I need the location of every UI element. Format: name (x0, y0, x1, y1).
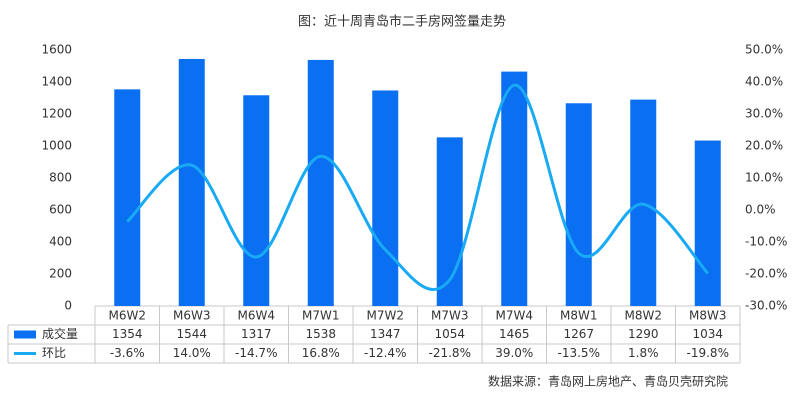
y-tick-label: 1600 (41, 43, 72, 57)
bar (372, 90, 399, 306)
table-value: -21.8% (429, 346, 471, 360)
bar (178, 58, 205, 307)
x-tick-label: M7W2 (367, 309, 405, 323)
bar (694, 140, 721, 306)
y-tick-label: 0 (64, 299, 72, 313)
y-tick-label: 600 (49, 203, 72, 217)
x-tick-label: M7W3 (431, 309, 469, 323)
table-value: 1538 (305, 327, 336, 341)
table-value: 1267 (563, 327, 594, 341)
table-value: 39.0% (495, 346, 533, 360)
x-tick-label: M7W1 (302, 309, 340, 323)
legend-label: 成交量 (42, 326, 78, 341)
line-series (126, 83, 709, 291)
bar (243, 95, 270, 306)
y2-tick-label: 20.0% (745, 139, 783, 153)
table-value: 14.0% (173, 346, 211, 360)
legend-label: 环比 (42, 346, 66, 360)
x-tick-label: M8W1 (560, 309, 598, 323)
x-tick-label: M8W2 (625, 309, 663, 323)
bar (501, 71, 528, 306)
legend-key (14, 330, 36, 339)
y-tick-label: 1000 (41, 139, 72, 153)
y2-tick-label: -30.0% (745, 299, 787, 313)
table-value: 1290 (628, 327, 659, 341)
x-tick-label: M6W4 (238, 309, 276, 323)
table-value: 1347 (370, 327, 401, 341)
chart-title: 图：近十周青岛市二手房网签量走势 (298, 14, 506, 30)
x-tick-label: M6W3 (173, 309, 211, 323)
y2-tick-label: 0.0% (745, 203, 776, 217)
table-value: 1465 (499, 327, 530, 341)
y2-tick-label: 40.0% (745, 75, 783, 89)
bar (565, 103, 592, 306)
table-value: 1544 (176, 327, 207, 341)
x-tick-label: M8W3 (689, 309, 727, 323)
table-value: 1354 (112, 327, 143, 341)
y-tick-label: 1400 (41, 75, 72, 89)
source-note: 数据来源：青岛网上房地产、青岛贝壳研究院 (488, 374, 728, 389)
table-value: -3.6% (110, 346, 145, 360)
y2-tick-label: 10.0% (745, 171, 783, 185)
x-tick-label: M7W4 (496, 309, 534, 323)
table-value: 16.8% (302, 346, 340, 360)
table-value: -14.7% (235, 346, 277, 360)
y2-tick-label: -10.0% (745, 235, 787, 249)
y2-tick-label: -20.0% (745, 267, 787, 281)
y2-tick-label: 50.0% (745, 43, 783, 57)
table-value: 1054 (434, 327, 465, 341)
y-tick-label: 200 (49, 267, 72, 281)
bar (114, 89, 141, 306)
x-tick-label: M6W2 (109, 309, 147, 323)
table-value: -13.5% (558, 346, 600, 360)
table-value: -19.8% (687, 346, 729, 360)
bar (307, 59, 334, 306)
table-value: 1.8% (628, 346, 659, 360)
y-tick-label: 1200 (41, 107, 72, 121)
y-tick-label: 800 (49, 171, 72, 185)
y-tick-label: 400 (49, 235, 72, 249)
table-value: 1034 (692, 327, 723, 341)
table-value: -12.4% (364, 346, 406, 360)
table-value: 1317 (241, 327, 272, 341)
y2-tick-label: 30.0% (745, 107, 783, 121)
